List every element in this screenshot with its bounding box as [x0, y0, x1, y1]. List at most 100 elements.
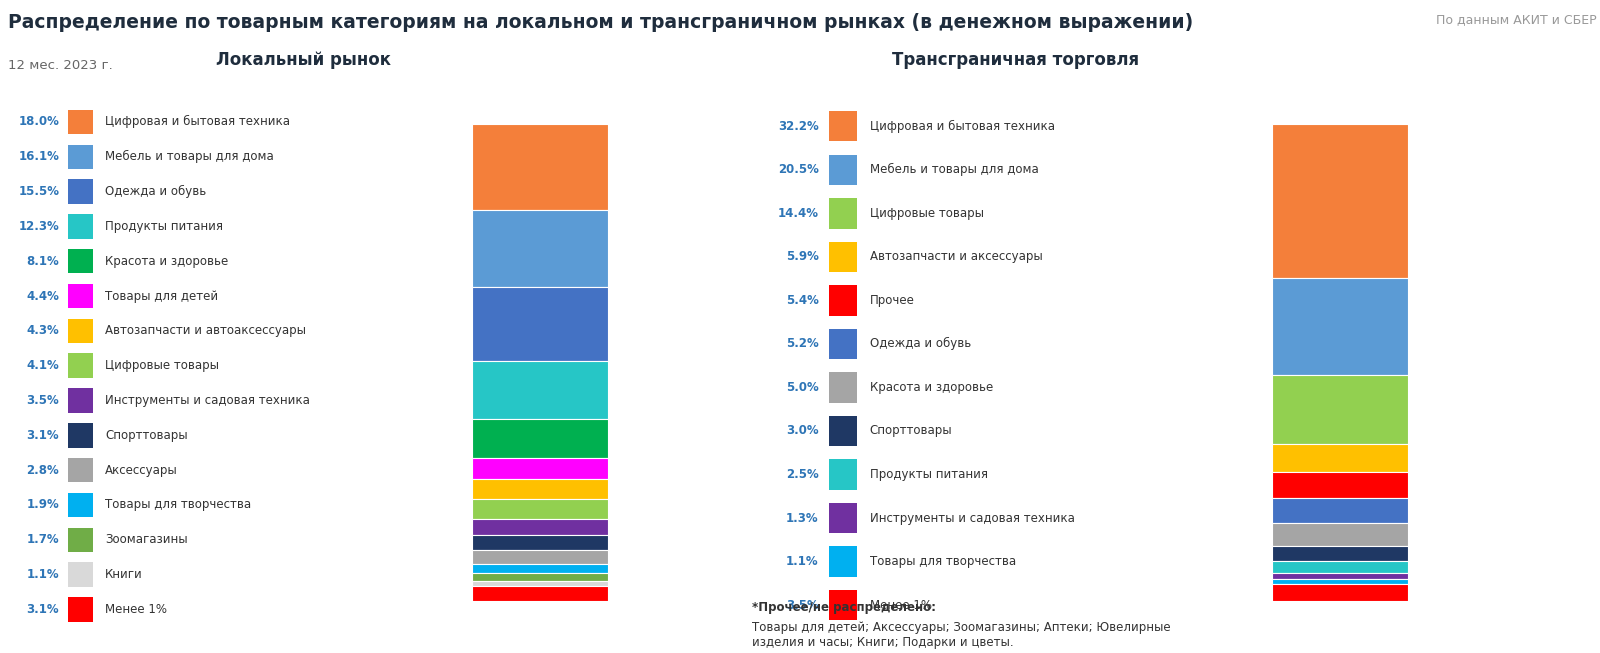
Text: Продукты питания: Продукты питания [870, 468, 987, 481]
Text: Аксессуары: Аксессуары [106, 464, 178, 477]
Text: 3.0%: 3.0% [786, 424, 819, 438]
Bar [472, 518, 608, 535]
Bar [472, 550, 608, 564]
Text: 18.0%: 18.0% [19, 116, 59, 129]
Text: 1.3%: 1.3% [786, 511, 819, 524]
Bar [69, 353, 93, 378]
Text: Прочее: Прочее [870, 294, 915, 307]
Bar [829, 198, 858, 229]
Text: 1.7%: 1.7% [27, 534, 59, 547]
Bar [829, 590, 858, 620]
Bar [1272, 561, 1408, 573]
Text: 15.5%: 15.5% [18, 185, 59, 198]
Text: 3.1%: 3.1% [27, 603, 59, 616]
Text: Менее 1%: Менее 1% [106, 603, 166, 616]
Bar [1272, 444, 1408, 472]
Bar [69, 180, 93, 204]
Text: 5.4%: 5.4% [786, 294, 819, 307]
Bar [69, 562, 93, 587]
Text: Распределение по товарным категориям на локальном и трансграничном рынках (в ден: Распределение по товарным категориям на … [8, 13, 1194, 32]
Text: Товары для творчества: Товары для творчества [870, 555, 1016, 568]
Text: Одежда и обувь: Одежда и обувь [106, 185, 206, 198]
Bar [69, 144, 93, 169]
Text: Спорттовары: Спорттовары [106, 429, 187, 442]
Bar [829, 459, 858, 490]
Text: 1.1%: 1.1% [786, 555, 819, 568]
Bar [472, 500, 608, 518]
Bar [472, 586, 608, 601]
Bar [69, 458, 93, 483]
Bar [1272, 547, 1408, 561]
Text: 3.5%: 3.5% [27, 394, 59, 407]
Text: Продукты питания: Продукты питания [106, 220, 222, 233]
Bar [472, 564, 608, 573]
Text: Цифровые товары: Цифровые товары [870, 207, 984, 220]
Text: Инструменты и садовая техника: Инструменты и садовая техника [870, 511, 1075, 524]
Text: Одежда и обувь: Одежда и обувь [870, 338, 971, 351]
Bar [829, 547, 858, 577]
Bar [829, 416, 858, 446]
Bar [1272, 522, 1408, 547]
Text: Зоомагазины: Зоомагазины [106, 534, 187, 547]
Bar [69, 249, 93, 274]
Text: 2.5%: 2.5% [786, 468, 819, 481]
Text: Спорттовары: Спорттовары [870, 424, 952, 438]
Text: 3.5%: 3.5% [786, 599, 819, 612]
Text: Мебель и товары для дома: Мебель и товары для дома [106, 150, 274, 163]
Text: Локальный рынок: Локальный рынок [216, 50, 392, 69]
Bar [829, 285, 858, 315]
Text: 16.1%: 16.1% [19, 150, 59, 163]
Text: Автозапчасти и автоаксессуары: Автозапчасти и автоаксессуары [106, 325, 306, 338]
Bar [69, 389, 93, 413]
Text: 3.1%: 3.1% [27, 429, 59, 442]
Text: 8.1%: 8.1% [27, 255, 59, 268]
Text: 5.9%: 5.9% [786, 250, 819, 263]
Text: 20.5%: 20.5% [778, 163, 819, 176]
Text: Инструменты и садовая техника: Инструменты и садовая техника [106, 394, 310, 407]
Bar [472, 581, 608, 586]
Bar [69, 423, 93, 447]
Bar [829, 155, 858, 185]
Text: 12 мес. 2023 г.: 12 мес. 2023 г. [8, 59, 112, 72]
Bar [472, 124, 608, 210]
Text: 2.8%: 2.8% [27, 464, 59, 477]
Text: Товары для детей: Товары для детей [106, 289, 218, 302]
Text: 4.1%: 4.1% [27, 359, 59, 372]
Text: Мебель и товары для дома: Мебель и товары для дома [870, 163, 1038, 176]
Text: 1.1%: 1.1% [27, 568, 59, 581]
Bar [472, 458, 608, 479]
Bar [829, 503, 858, 534]
Bar [829, 372, 858, 403]
Bar [69, 284, 93, 308]
Text: Цифровая и бытовая техника: Цифровая и бытовая техника [870, 119, 1054, 133]
Text: Цифровая и бытовая техника: Цифровая и бытовая техника [106, 116, 290, 129]
Text: 5.0%: 5.0% [786, 381, 819, 394]
Text: Книги: Книги [106, 568, 142, 581]
Bar [1272, 472, 1408, 498]
Bar [472, 479, 608, 500]
Text: Трансграничная торговля: Трансграничная торговля [893, 50, 1139, 69]
Bar [829, 242, 858, 272]
Bar [1272, 584, 1408, 601]
Text: Красота и здоровье: Красота и здоровье [106, 255, 229, 268]
Text: По данным АКИТ и СБЕР: По данным АКИТ и СБЕР [1437, 13, 1597, 25]
Bar [69, 528, 93, 552]
Text: *Прочее/не распределено:: *Прочее/не распределено: [752, 601, 936, 614]
Bar [472, 535, 608, 550]
Bar [69, 493, 93, 517]
Bar [472, 419, 608, 458]
Bar [829, 111, 858, 142]
Bar [1272, 375, 1408, 444]
Bar [1272, 278, 1408, 375]
Text: Автозапчасти и аксессуары: Автозапчасти и аксессуары [870, 250, 1043, 263]
Bar [472, 573, 608, 581]
Text: 5.2%: 5.2% [786, 338, 819, 351]
Bar [69, 597, 93, 622]
Bar [1272, 573, 1408, 579]
Text: Менее 1%: Менее 1% [870, 599, 931, 612]
Text: 12.3%: 12.3% [19, 220, 59, 233]
Bar [1272, 579, 1408, 584]
Bar [1272, 498, 1408, 522]
Text: 1.9%: 1.9% [27, 498, 59, 511]
Bar [829, 328, 858, 359]
